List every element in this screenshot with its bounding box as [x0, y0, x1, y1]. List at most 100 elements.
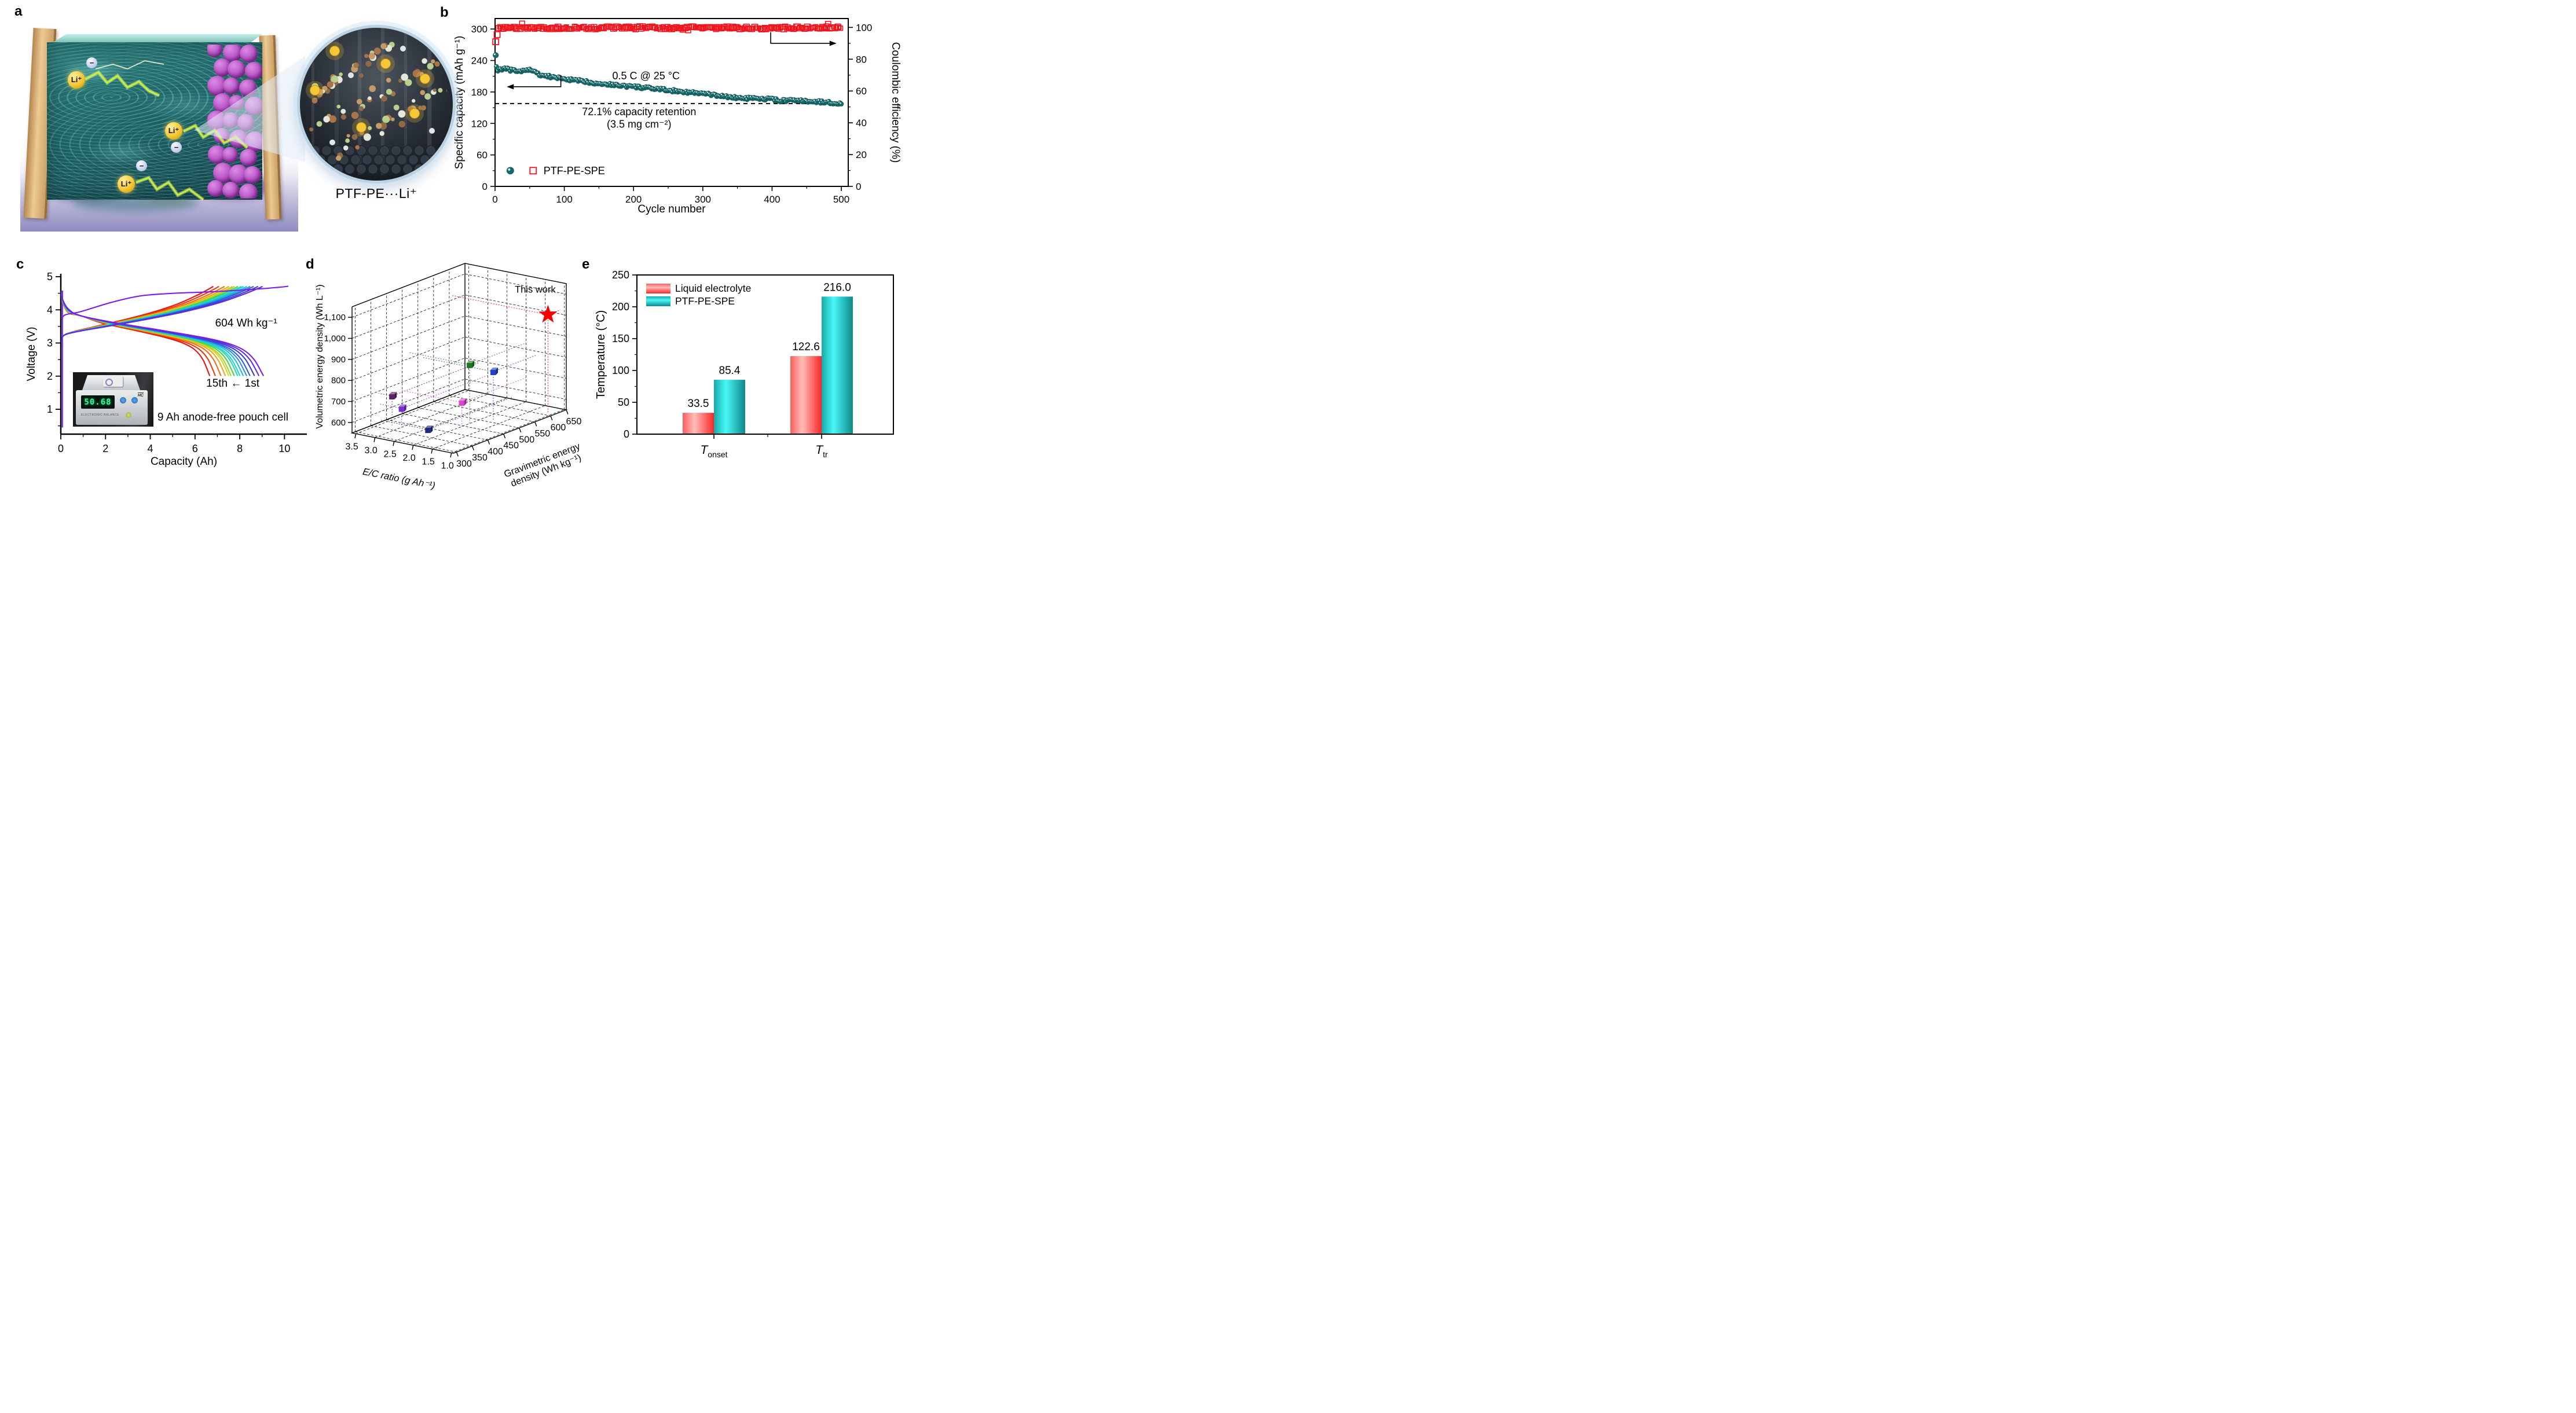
text: 400: [764, 194, 780, 205]
circle: [820, 99, 822, 101]
molecule-atom: [368, 53, 375, 60]
circle: [713, 93, 716, 95]
panel-b-cycling-chart: 0 100 200 300 400 500 0 60 120 180 240 300 0 20 40 60 80…: [449, 7, 906, 241]
text: 1.0: [441, 461, 454, 471]
circle: [733, 95, 735, 97]
anion-sphere-small: [329, 140, 335, 145]
molecule-atom: [355, 145, 360, 150]
text: 300: [456, 459, 472, 469]
circle: [838, 101, 844, 107]
cathode-sphere: [239, 45, 258, 63]
molecule-atom: [431, 59, 435, 64]
loading-annotation: (3.5 mg cm⁻²): [607, 119, 672, 130]
point-traces: [408, 342, 526, 424]
rect: [645, 24, 651, 30]
molecule-atom: [422, 58, 427, 64]
panel-c-voltage-chart: 1 2 3 4 5 0 2 4 6 8 10 Voltage (V) Capacity (Ah) 604 …: [23, 263, 318, 495]
anion-sphere: −: [86, 57, 97, 68]
text: 80: [856, 54, 867, 65]
anion-sphere-small: [429, 128, 435, 134]
line: [487, 439, 490, 445]
legend-label: Liquid electrolyte: [675, 282, 751, 294]
circle: [818, 99, 819, 101]
molecule-atom: [327, 81, 334, 88]
polygon: [467, 362, 472, 368]
circle: [493, 53, 496, 56]
polygon: [490, 369, 496, 375]
line: [393, 441, 395, 446]
data-cube: [425, 425, 433, 434]
molecule-atom: [412, 99, 416, 103]
cathode-sphere: [244, 62, 262, 80]
rect: [529, 167, 537, 175]
balance-photo-inset: 50.68 ELECTRONIC BALANCE HC: [73, 372, 153, 427]
molecule-atom: [351, 134, 358, 140]
line: [412, 445, 414, 450]
balance-label: ELECTRONIC BALANCE: [81, 413, 119, 417]
molecule-atom: [398, 78, 402, 83]
plot-frame: [494, 18, 849, 187]
circle: [761, 97, 763, 98]
substrate-sphere: [414, 145, 424, 156]
circle: [669, 89, 671, 91]
molecule-atom: [339, 72, 343, 76]
li-ion-label: Li⁺: [120, 179, 132, 188]
text: 50: [618, 397, 629, 408]
polygon: [389, 394, 395, 400]
circle: [783, 98, 785, 100]
circle: [608, 82, 610, 84]
text: 600: [331, 418, 346, 428]
molecule-atom: [424, 93, 431, 100]
polygon: [425, 428, 431, 434]
rate-annotation: 0.5 C @ 25 °C: [612, 70, 680, 82]
molecule-atom: [393, 104, 400, 111]
molecule-atom: [391, 117, 395, 122]
circle: [507, 67, 509, 69]
line: [503, 434, 506, 439]
text: 300: [695, 194, 711, 205]
circle: [840, 102, 841, 104]
circle: [581, 79, 582, 80]
molecule-atom: [379, 122, 387, 130]
circle: [827, 100, 829, 102]
molecule-atom: [316, 121, 323, 127]
cycle-curves: [61, 285, 289, 376]
bar-value-label: 33.5: [688, 398, 709, 410]
circle: [494, 65, 497, 67]
polygon: [459, 398, 467, 401]
category-label: Ttr: [815, 443, 828, 459]
circle: [724, 94, 727, 96]
molecule-atom: [323, 116, 330, 123]
rect: [637, 25, 644, 32]
text: 400: [488, 447, 503, 457]
substrate-sphere: [402, 164, 413, 174]
circle: [729, 95, 731, 97]
molecule-atom: [336, 104, 341, 109]
molecule-atom: [434, 61, 440, 67]
li-ion-sphere: Li⁺: [165, 122, 182, 140]
balance-button: [131, 397, 138, 403]
molecule-atom: [427, 63, 434, 69]
li-sphere: [420, 74, 430, 84]
pouch-cell: [103, 376, 123, 387]
circle: [611, 82, 613, 85]
text: 2.0: [403, 453, 416, 463]
charge-curve-1: [61, 285, 289, 320]
circle: [657, 87, 659, 89]
text: 250: [612, 269, 629, 281]
rect: [501, 25, 507, 32]
y-axis-title: Temperature (°C): [595, 310, 607, 399]
bar-value-label: 216.0: [823, 281, 851, 293]
rect: [667, 24, 673, 31]
line: [354, 434, 357, 439]
rect: [838, 25, 844, 31]
text: 4: [47, 304, 53, 315]
molecule-atom: [369, 85, 376, 92]
text: 100: [856, 22, 872, 33]
bar: [822, 296, 853, 434]
y-axis-title: Voltage (V): [25, 327, 38, 381]
ec-axis-title: E/C ratio (g Ah⁻¹): [362, 467, 436, 491]
text: 600: [551, 423, 566, 432]
this-work-label: This work: [515, 285, 556, 295]
charge-curve-2: [61, 286, 263, 343]
